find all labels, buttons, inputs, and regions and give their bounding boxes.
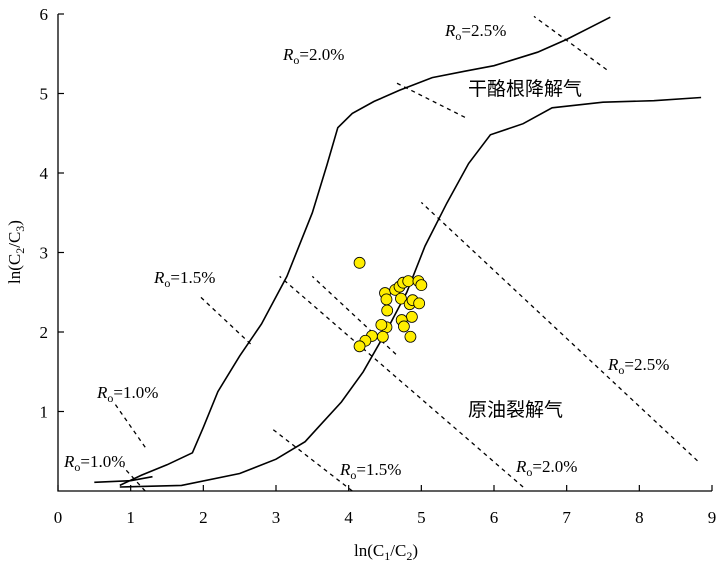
region-label-oil: 原油裂解气 xyxy=(468,399,563,421)
x-tick-label: 1 xyxy=(126,508,135,527)
boundary-curves xyxy=(94,16,702,488)
x-tick-label: 5 xyxy=(417,508,426,527)
maturity-line xyxy=(122,466,146,492)
maturity-line xyxy=(393,80,466,118)
sample-point xyxy=(413,297,426,310)
sample-points xyxy=(353,256,428,353)
maturity-line xyxy=(533,15,608,71)
ro-label: Ro=1.0% xyxy=(96,383,158,405)
x-tick-label: 2 xyxy=(199,508,208,527)
x-tick-label: 0 xyxy=(54,508,63,527)
x-tick-label: 7 xyxy=(562,508,571,527)
region-label-kerogen: 干酪根降解气 xyxy=(468,78,582,100)
maturity-line xyxy=(420,201,698,462)
sample-point xyxy=(415,279,428,291)
ro-label: Ro=2.0% xyxy=(282,45,344,67)
sample-point xyxy=(375,318,388,331)
ro-label: Ro=2.5% xyxy=(607,355,669,377)
sample-point xyxy=(353,340,366,353)
x-tick-label: 3 xyxy=(272,508,281,527)
ro-label: Ro=1.5% xyxy=(153,268,215,290)
sample-point xyxy=(395,292,407,305)
boundary-curve-axis-start xyxy=(94,475,153,484)
ro-label: Ro=2.5% xyxy=(444,21,506,43)
y-tick-label: 1 xyxy=(40,403,49,422)
maturity-line xyxy=(279,275,524,488)
sample-point xyxy=(402,275,415,288)
boundary-curve-kerogen xyxy=(119,16,611,487)
y-tick-label: 3 xyxy=(40,244,49,263)
boundary-curve-oil xyxy=(119,96,702,488)
y-tick-label: 4 xyxy=(40,164,49,183)
sample-point xyxy=(380,293,393,306)
axes: 0 1 2 3 4 5 6 7 8 9 1 2 3 4 5 6 xyxy=(40,5,717,527)
sample-point xyxy=(397,320,410,333)
sample-point xyxy=(381,304,394,317)
ro-label: Ro=1.5% xyxy=(339,460,401,482)
sample-point xyxy=(405,310,418,323)
y-tick-label: 5 xyxy=(40,85,49,104)
x-tick-label: 9 xyxy=(708,508,717,527)
x-tick-label: 4 xyxy=(344,508,353,527)
y-axis-title: ln(C2/C3) xyxy=(5,220,27,284)
x-tick-label: 8 xyxy=(635,508,644,527)
sample-point xyxy=(353,256,366,269)
x-tick-label: 6 xyxy=(490,508,499,527)
maturity-line xyxy=(114,403,146,448)
sample-point xyxy=(404,330,417,343)
ro-label: Ro=2.0% xyxy=(515,457,577,479)
sample-point xyxy=(376,330,389,343)
x-axis-title: ln(C1/C2) xyxy=(354,541,418,563)
maturity-line xyxy=(271,428,353,492)
maturity-line xyxy=(199,295,252,345)
y-tick-label: 6 xyxy=(40,5,49,24)
ro-label: Ro=1.0% xyxy=(63,452,125,474)
axis-frame xyxy=(57,14,712,492)
maturity-lines xyxy=(114,15,698,492)
y-tick-label: 2 xyxy=(40,323,49,342)
annotation-labels: Ro=1.0% Ro=1.5% Ro=1.5% Ro=2.0% Ro=2.5% Ro=1.… xyxy=(63,21,669,482)
